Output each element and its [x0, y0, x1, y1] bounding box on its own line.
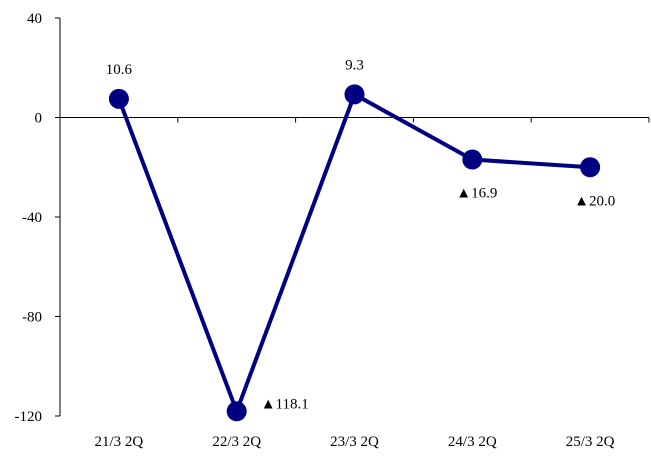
data-point: [580, 157, 601, 178]
data-point: [108, 88, 129, 109]
data-label: ▲118.1: [261, 396, 309, 412]
data-label: ▲16.9: [456, 186, 497, 202]
data-labels: 10.6 ▲118.1 9.3 ▲16.9 ▲20.0: [106, 57, 615, 412]
series-line: [117, 92, 591, 414]
x-tick-label: 22/3 2Q: [212, 434, 261, 450]
x-tick-label: 24/3 2Q: [448, 434, 497, 450]
y-tick-label: 40: [27, 11, 42, 27]
y-tick-label: -120: [15, 409, 43, 425]
data-point: [226, 401, 247, 422]
data-label: ▲20.0: [574, 193, 615, 209]
x-tick-label: 23/3 2Q: [330, 434, 379, 450]
data-points: [108, 84, 601, 422]
x-tick-label: 25/3 2Q: [566, 434, 615, 450]
y-tick-label: -40: [22, 210, 42, 226]
data-point: [462, 149, 483, 170]
chart-axes: [55, 17, 650, 417]
data-label: 9.3: [345, 57, 364, 73]
data-point: [344, 84, 365, 105]
y-tick-label: 0: [35, 111, 43, 127]
data-label: 10.6: [106, 62, 133, 78]
x-axis-tick-labels: 21/3 2Q 22/3 2Q 23/3 2Q 24/3 2Q 25/3 2Q: [95, 434, 615, 450]
y-tick-label: -80: [22, 310, 42, 326]
x-tick-label: 21/3 2Q: [95, 434, 144, 450]
series-line-group: [117, 92, 591, 414]
y-axis-tick-labels: -120 -80 -40 0 40: [15, 11, 43, 425]
